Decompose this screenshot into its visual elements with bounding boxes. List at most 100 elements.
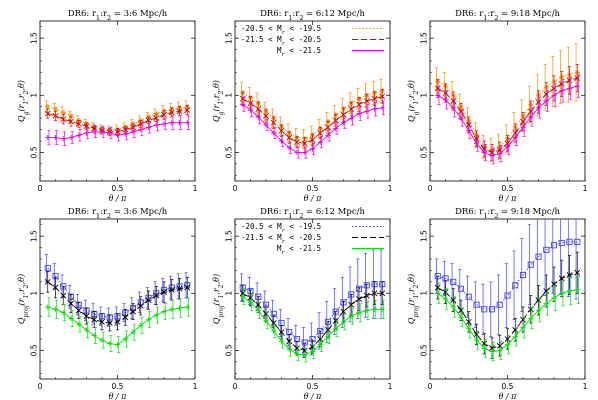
data-point	[566, 85, 573, 92]
data-point	[293, 335, 301, 343]
data-point	[153, 122, 159, 128]
data-point	[450, 105, 456, 111]
data-point	[130, 124, 136, 131]
x-tick-label: 0	[38, 382, 43, 391]
legend-entry-label: -21.5 < Mr < -20.5	[241, 233, 321, 245]
x-axis-label: θ / π	[109, 392, 128, 400]
data-point	[466, 128, 472, 134]
data-point	[535, 105, 542, 111]
data-point	[528, 315, 534, 322]
data-point	[473, 140, 480, 146]
data-point	[435, 290, 441, 296]
y-axis-label: Qg(r1,r2,θ)	[212, 80, 225, 122]
data-point	[122, 126, 129, 133]
data-point	[317, 336, 324, 342]
data-point	[161, 308, 167, 315]
data-point	[122, 131, 128, 137]
data-point	[309, 146, 316, 152]
series-3	[435, 74, 581, 165]
data-point	[130, 308, 136, 315]
data-point	[434, 85, 441, 92]
data-point	[566, 77, 573, 84]
y-tick-label: 1	[30, 93, 39, 98]
data-point	[348, 313, 354, 319]
data-point	[161, 111, 167, 118]
panel-title: DR6: r1:r2 = 3:6 Mpc/h	[68, 9, 168, 22]
data-point	[255, 114, 261, 120]
data-point	[176, 120, 183, 126]
data-point	[240, 101, 246, 108]
data-point	[481, 345, 487, 351]
data-point	[52, 306, 59, 312]
series-3	[240, 97, 386, 159]
data-point	[371, 306, 378, 312]
y-tick-label: 1	[420, 93, 429, 98]
data-point	[45, 134, 51, 141]
data-point	[44, 265, 51, 272]
data-point	[75, 307, 82, 314]
data-point	[340, 111, 347, 118]
data-point	[153, 292, 160, 299]
x-axis-label: θ / π	[109, 194, 128, 203]
x-tick-label: 1	[583, 184, 588, 193]
data-point	[130, 129, 136, 135]
x-axis-label: θ / π	[304, 194, 323, 203]
data-point	[91, 316, 98, 323]
data-point	[247, 107, 254, 113]
data-point	[169, 120, 175, 126]
x-tick-label: 0.5	[502, 184, 514, 193]
data-point	[184, 107, 191, 114]
data-point	[76, 132, 82, 138]
data-point	[574, 287, 580, 293]
data-point	[271, 328, 277, 334]
data-point	[363, 98, 370, 104]
plot-area	[434, 43, 581, 165]
data-point	[294, 345, 300, 352]
data-point	[550, 242, 558, 249]
data-point	[332, 117, 339, 124]
y-tick-label: 1.5	[225, 32, 234, 44]
data-point	[450, 297, 457, 304]
data-point	[114, 128, 121, 135]
data-point	[153, 312, 159, 318]
data-point	[145, 297, 152, 304]
chart-panel-5: 0 0.5 1 0.5 1 1.5 DR6: r1:r2 = 6:12 Mpc/h θ / π…	[212, 207, 393, 400]
data-point	[161, 289, 167, 296]
x-tick-label: 0	[233, 184, 238, 193]
data-point	[301, 140, 308, 147]
data-point	[137, 302, 144, 309]
data-point	[153, 110, 159, 117]
plot-area	[239, 78, 386, 159]
data-point	[496, 342, 503, 349]
y-tick-label: 0.5	[225, 146, 234, 158]
plot-area	[434, 219, 581, 362]
series-2	[44, 271, 191, 332]
data-point	[574, 75, 581, 82]
data-point	[450, 98, 457, 104]
data-point	[519, 271, 527, 279]
data-point	[551, 92, 557, 98]
x-tick-label: 0.5	[502, 382, 514, 391]
data-point	[52, 106, 59, 112]
y-tick-label: 0.5	[30, 344, 39, 356]
data-point	[130, 329, 136, 335]
data-point	[286, 145, 292, 151]
x-axis-label: θ / π	[304, 392, 323, 400]
plot-frame	[39, 20, 196, 182]
data-point	[45, 304, 51, 310]
data-point	[184, 120, 190, 126]
data-point	[481, 340, 488, 347]
data-point	[348, 301, 355, 308]
data-point	[543, 246, 550, 253]
data-point	[239, 290, 246, 297]
data-point	[184, 304, 190, 310]
data-point	[543, 300, 549, 307]
data-point	[527, 108, 534, 115]
data-point	[450, 278, 457, 285]
data-point	[465, 318, 472, 325]
legend-entry-label: -20.5 < Mr < -19.5	[241, 222, 321, 234]
data-point	[543, 91, 550, 98]
data-point	[512, 134, 518, 141]
data-point	[68, 134, 74, 141]
